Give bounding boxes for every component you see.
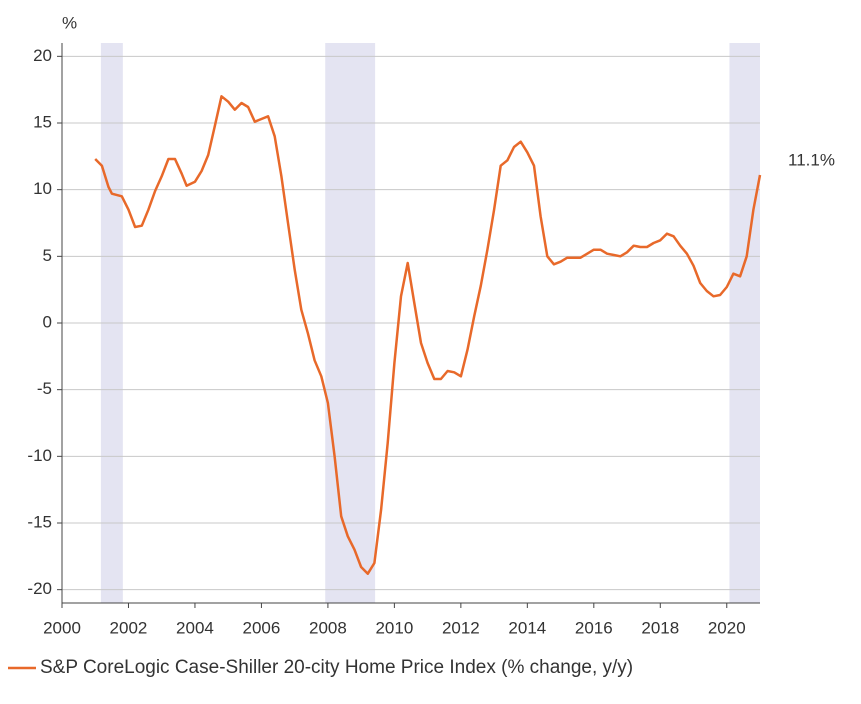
x-tick-label: 2006 [243, 618, 281, 637]
y-tick-label: 0 [43, 312, 52, 331]
x-tick-label: 2002 [110, 618, 148, 637]
y-tick-label: 10 [33, 179, 52, 198]
x-tick-label: 2020 [708, 618, 746, 637]
y-tick-label: -5 [37, 379, 52, 398]
x-tick-label: 2016 [575, 618, 613, 637]
y-tick-label: -10 [27, 446, 52, 465]
x-tick-label: 2008 [309, 618, 347, 637]
y-tick-label: -15 [27, 512, 52, 531]
line-series [94, 95, 762, 575]
legend-label: S&P CoreLogic Case-Shiller 20-city Home … [40, 657, 633, 678]
x-tick-label: 2004 [176, 618, 214, 637]
y-axis-label: % [62, 13, 77, 32]
y-tick-label: 20 [33, 46, 52, 65]
y-tick-label: 15 [33, 112, 52, 131]
x-tick-label: 2000 [43, 618, 81, 637]
x-tick-label: 2018 [641, 618, 679, 637]
y-tick-label: 5 [43, 246, 52, 265]
x-tick-label: 2014 [508, 618, 546, 637]
end-annotation: 11.1% [788, 150, 835, 169]
x-tick-label: 2012 [442, 618, 480, 637]
x-tick-label: 2010 [375, 618, 413, 637]
y-tick-label: -20 [27, 579, 52, 598]
